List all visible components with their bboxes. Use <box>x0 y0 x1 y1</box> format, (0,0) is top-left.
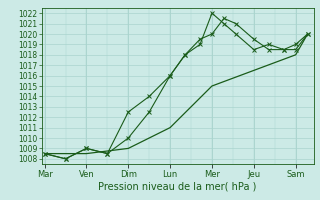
X-axis label: Pression niveau de la mer( hPa ): Pression niveau de la mer( hPa ) <box>99 181 257 191</box>
